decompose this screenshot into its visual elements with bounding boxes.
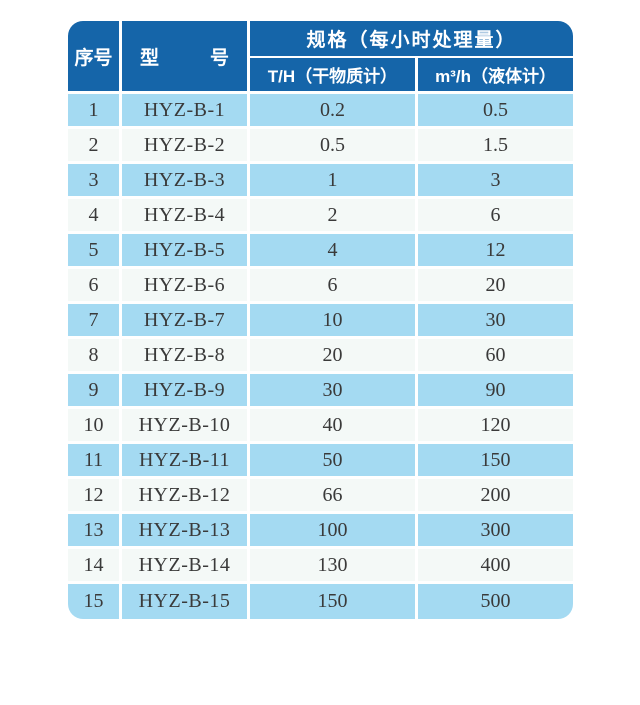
cell-model: HYZ-B-13 (122, 514, 250, 549)
cell-index: 14 (68, 549, 122, 584)
cell-m3h: 20 (418, 269, 573, 304)
cell-th: 100 (250, 514, 418, 549)
cell-th: 2 (250, 199, 418, 234)
cell-index: 9 (68, 374, 122, 409)
cell-index: 10 (68, 409, 122, 444)
spec-table-container: 序号 型号 规格（每小时处理量） T/H（干物质计） m³/h（液体计） 1 HY… (68, 21, 573, 619)
table-row: 13 HYZ-B-13 100 300 (68, 514, 573, 549)
header-spec-group: 规格（每小时处理量） (250, 21, 573, 58)
cell-index: 7 (68, 304, 122, 339)
table-row: 5 HYZ-B-5 4 12 (68, 234, 573, 269)
cell-m3h: 200 (418, 479, 573, 514)
cell-m3h: 500 (418, 584, 573, 619)
cell-model: HYZ-B-14 (122, 549, 250, 584)
cell-th: 130 (250, 549, 418, 584)
cell-index: 3 (68, 164, 122, 199)
cell-m3h: 3 (418, 164, 573, 199)
cell-model: HYZ-B-2 (122, 129, 250, 164)
cell-th: 0.2 (250, 94, 418, 129)
cell-m3h: 6 (418, 199, 573, 234)
cell-th: 150 (250, 584, 418, 619)
cell-index: 2 (68, 129, 122, 164)
cell-m3h: 12 (418, 234, 573, 269)
cell-index: 5 (68, 234, 122, 269)
table-row: 7 HYZ-B-7 10 30 (68, 304, 573, 339)
cell-th: 10 (250, 304, 418, 339)
cell-m3h: 150 (418, 444, 573, 479)
table-row: 15 HYZ-B-15 150 500 (68, 584, 573, 619)
cell-m3h: 60 (418, 339, 573, 374)
spec-table-header: 序号 型号 规格（每小时处理量） T/H（干物质计） m³/h（液体计） (68, 21, 573, 94)
table-row: 2 HYZ-B-2 0.5 1.5 (68, 129, 573, 164)
header-spec-dry: T/H（干物质计） (250, 58, 418, 94)
cell-m3h: 300 (418, 514, 573, 549)
cell-m3h: 120 (418, 409, 573, 444)
cell-model: HYZ-B-12 (122, 479, 250, 514)
cell-th: 6 (250, 269, 418, 304)
cell-index: 4 (68, 199, 122, 234)
table-row: 1 HYZ-B-1 0.2 0.5 (68, 94, 573, 129)
table-row: 8 HYZ-B-8 20 60 (68, 339, 573, 374)
cell-model: HYZ-B-7 (122, 304, 250, 339)
cell-index: 8 (68, 339, 122, 374)
cell-th: 50 (250, 444, 418, 479)
cell-model: HYZ-B-15 (122, 584, 250, 619)
cell-model: HYZ-B-1 (122, 94, 250, 129)
table-row: 4 HYZ-B-4 2 6 (68, 199, 573, 234)
cell-index: 1 (68, 94, 122, 129)
cell-m3h: 30 (418, 304, 573, 339)
cell-model: HYZ-B-4 (122, 199, 250, 234)
spec-table: 序号 型号 规格（每小时处理量） T/H（干物质计） m³/h（液体计） 1 HY… (68, 21, 573, 619)
header-model: 型号 (122, 21, 250, 94)
cell-m3h: 400 (418, 549, 573, 584)
cell-th: 66 (250, 479, 418, 514)
header-spec-liquid: m³/h（液体计） (418, 58, 573, 94)
table-row: 9 HYZ-B-9 30 90 (68, 374, 573, 409)
table-row: 6 HYZ-B-6 6 20 (68, 269, 573, 304)
cell-th: 4 (250, 234, 418, 269)
cell-index: 6 (68, 269, 122, 304)
table-row: 14 HYZ-B-14 130 400 (68, 549, 573, 584)
table-row: 10 HYZ-B-10 40 120 (68, 409, 573, 444)
header-index: 序号 (68, 21, 122, 94)
cell-th: 0.5 (250, 129, 418, 164)
cell-m3h: 1.5 (418, 129, 573, 164)
cell-th: 30 (250, 374, 418, 409)
cell-model: HYZ-B-5 (122, 234, 250, 269)
table-row: 11 HYZ-B-11 50 150 (68, 444, 573, 479)
spec-table-body: 1 HYZ-B-1 0.2 0.5 2 HYZ-B-2 0.5 1.5 3 HYZ-B-3 1 3 4 H… (68, 94, 573, 619)
cell-model: HYZ-B-9 (122, 374, 250, 409)
cell-index: 13 (68, 514, 122, 549)
header-row-sub: T/H（干物质计） m³/h（液体计） (68, 58, 573, 94)
cell-model: HYZ-B-6 (122, 269, 250, 304)
cell-index: 12 (68, 479, 122, 514)
cell-index: 15 (68, 584, 122, 619)
cell-model: HYZ-B-10 (122, 409, 250, 444)
cell-index: 11 (68, 444, 122, 479)
cell-model: HYZ-B-8 (122, 339, 250, 374)
cell-th: 40 (250, 409, 418, 444)
cell-model: HYZ-B-3 (122, 164, 250, 199)
table-row: 3 HYZ-B-3 1 3 (68, 164, 573, 199)
cell-th: 20 (250, 339, 418, 374)
header-row-top: 序号 型号 规格（每小时处理量） (68, 21, 573, 94)
cell-th: 1 (250, 164, 418, 199)
cell-m3h: 90 (418, 374, 573, 409)
cell-m3h: 0.5 (418, 94, 573, 129)
table-row: 12 HYZ-B-12 66 200 (68, 479, 573, 514)
cell-model: HYZ-B-11 (122, 444, 250, 479)
